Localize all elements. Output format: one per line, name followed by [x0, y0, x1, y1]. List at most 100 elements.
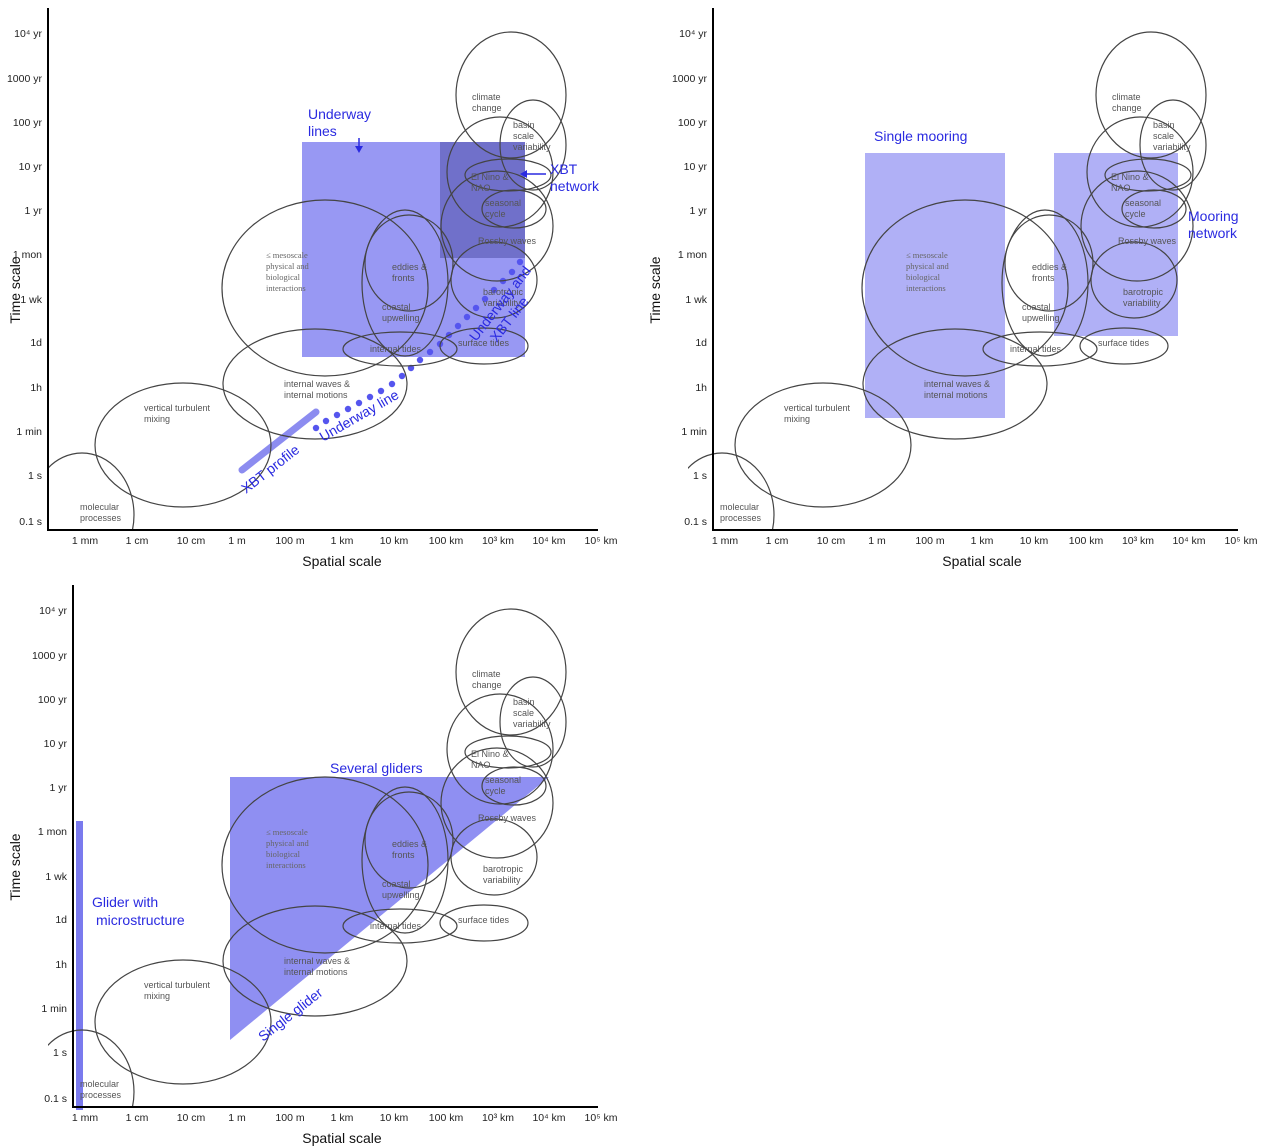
x-tick-label: 100 m — [275, 1112, 304, 1124]
y-tick-label: 1000 yr — [672, 73, 708, 85]
x-tick-label: 1 cm — [766, 535, 789, 547]
y-tick-label: 1 s — [53, 1047, 67, 1059]
x-tick-label: 100 m — [915, 535, 944, 547]
y-axis-title-c: Time scale — [7, 833, 23, 900]
panel-c — [48, 608, 567, 1110]
x-tick-label: 10³ km — [482, 535, 514, 547]
y-tick-label: 1 s — [693, 470, 707, 482]
several-gliders-region — [230, 777, 549, 1040]
y-tick-label: 1 wk — [685, 294, 707, 306]
phenomenon-label-rossby: Rossby waves — [478, 813, 537, 823]
panel-b-labels: Single mooring Mooring network — [874, 128, 1239, 241]
y-tick-label: 1 mon — [678, 249, 707, 261]
y-tick-label: 10 yr — [684, 161, 708, 173]
y-tick-label: 100 yr — [38, 694, 68, 706]
y-axis-title-a: Time scale — [7, 256, 23, 323]
phenomenon-label-vertical-mixing: vertical turbulent mixing — [144, 403, 211, 424]
x-tick-label: 10⁵ km — [1225, 535, 1258, 547]
x-tick-label: 10 cm — [177, 1112, 206, 1124]
y-tick-label: 10⁴ yr — [39, 605, 67, 617]
phenomenon-label-seasonal: seasonal cycle — [485, 775, 521, 796]
x-tick-label: 10⁴ km — [1172, 535, 1205, 547]
x-tick-label: 10 cm — [177, 535, 206, 547]
y-tick-label: 1000 yr — [32, 650, 68, 662]
axes-panel-c — [72, 585, 598, 1108]
label-xbt-network: XBT network — [550, 161, 600, 194]
x-tick-label: 10⁵ km — [585, 535, 618, 547]
phenomenon-label-surface-tides: surface tides — [1098, 338, 1150, 348]
label-mooring-network: Mooring network — [1188, 208, 1239, 241]
xbt-profile-bar — [238, 408, 320, 474]
y-tick-label: 1d — [55, 914, 67, 926]
ticks-panel-a: 1 mm 1 cm 10 cm 1 m 100 m 1 km 10 km 100 km 10³ … — [7, 28, 618, 547]
panel-b — [688, 31, 1207, 530]
phenomenon-label-seasonal: seasonal cycle — [485, 198, 521, 219]
phenomenon-label-coastal: coastal upwelling — [382, 302, 420, 323]
y-tick-label: 100 yr — [678, 117, 708, 129]
phenomenon-label-coastal: coastal upwelling — [382, 879, 420, 900]
phenomenon-label-vertical-mixing: vertical turbulent mixing — [784, 403, 851, 424]
x-tick-label: 1 m — [228, 535, 246, 547]
phenomenon-label-eddies: eddies & fronts — [392, 262, 427, 283]
phenomenon-label-molecular: molecular processes — [80, 502, 122, 523]
y-tick-label: 1 s — [28, 470, 42, 482]
y-tick-label: 1000 yr — [7, 73, 43, 85]
x-tick-label: 100 km — [429, 1112, 464, 1124]
y-tick-label: 1d — [695, 337, 707, 349]
y-tick-label: 1 mon — [38, 826, 67, 838]
x-axis-title-b: Spatial scale — [942, 553, 1022, 569]
x-tick-label: 1 mm — [712, 535, 739, 547]
phenomenon-label-internal-waves: internal waves & internal motions — [284, 379, 350, 400]
panel-a — [48, 31, 567, 530]
x-axis-title-a: Spatial scale — [302, 553, 382, 569]
x-tick-label: 1 mm — [72, 1112, 99, 1124]
y-tick-label: 100 yr — [13, 117, 43, 129]
y-tick-label: 1d — [30, 337, 42, 349]
x-tick-label: 10 km — [1020, 535, 1049, 547]
phenomenon-label-barotropic: barotropic variability — [1123, 287, 1164, 308]
phenomenon-label-eddies: eddies & fronts — [1032, 262, 1067, 283]
phenomenon-label-molecular: molecular processes — [720, 502, 762, 523]
phenomenon-label-rossby: Rossby waves — [1118, 236, 1177, 246]
x-tick-label: 10⁴ km — [532, 1112, 565, 1124]
phenomenon-label-internal-waves: internal waves & internal motions — [284, 956, 350, 977]
phenomenon-label-internal-waves: internal waves & internal motions — [924, 379, 990, 400]
y-tick-label: 1h — [55, 959, 67, 971]
x-tick-label: 100 m — [275, 535, 304, 547]
phenomenon-label-barotropic: barotropic variability — [483, 287, 524, 308]
single-mooring-region — [865, 153, 1005, 418]
x-tick-label: 1 m — [228, 1112, 246, 1124]
y-tick-label: 1 min — [681, 426, 707, 438]
x-tick-label: 10³ km — [1122, 535, 1154, 547]
y-tick-label: 0.1 s — [19, 516, 42, 528]
phenomenon-label-el-nino: El Nino & NAO — [1111, 172, 1149, 193]
y-tick-label: 10⁴ yr — [679, 28, 707, 40]
phenomenon-label-seasonal: seasonal cycle — [1125, 198, 1161, 219]
phenomenon-label-internal-tides: internal tides — [1010, 344, 1062, 354]
y-tick-label: 1 wk — [20, 294, 42, 306]
phenomenon-label-el-nino: El Nino & NAO — [471, 749, 509, 770]
y-tick-label: 1 yr — [49, 782, 67, 794]
y-tick-label: 0.1 s — [684, 516, 707, 528]
phenomenon-label-internal-tides: internal tides — [370, 921, 422, 931]
phenomenon-label-rossby: Rossby waves — [478, 236, 537, 246]
x-tick-label: 100 km — [1069, 535, 1104, 547]
x-tick-label: 1 cm — [126, 535, 149, 547]
x-axis-title-c: Spatial scale — [302, 1130, 382, 1146]
y-axis-title-b: Time scale — [647, 256, 663, 323]
y-tick-label: 1 wk — [45, 871, 67, 883]
phenomenon-label-climate-change: climate change — [472, 92, 502, 113]
phenomenon-label-climate-change: climate change — [472, 669, 502, 690]
phenomenon-label-eddies: eddies & fronts — [392, 839, 427, 860]
x-tick-label: 100 km — [429, 535, 464, 547]
y-tick-label: 10⁴ yr — [14, 28, 42, 40]
phenomenon-label-vertical-mixing: vertical turbulent mixing — [144, 980, 211, 1001]
x-tick-label: 10³ km — [482, 1112, 514, 1124]
ticks-panel-c: 1 mm 1 cm 10 cm 1 m 100 m 1 km 10 km 100 km 10³ … — [32, 605, 618, 1124]
x-tick-label: 1 mm — [72, 535, 99, 547]
phenomenon-label-basin-scale: basin scale variability — [513, 697, 551, 729]
x-tick-label: 10⁵ km — [585, 1112, 618, 1124]
y-tick-label: 1 min — [16, 426, 42, 438]
mooring-network-region — [1054, 153, 1178, 336]
